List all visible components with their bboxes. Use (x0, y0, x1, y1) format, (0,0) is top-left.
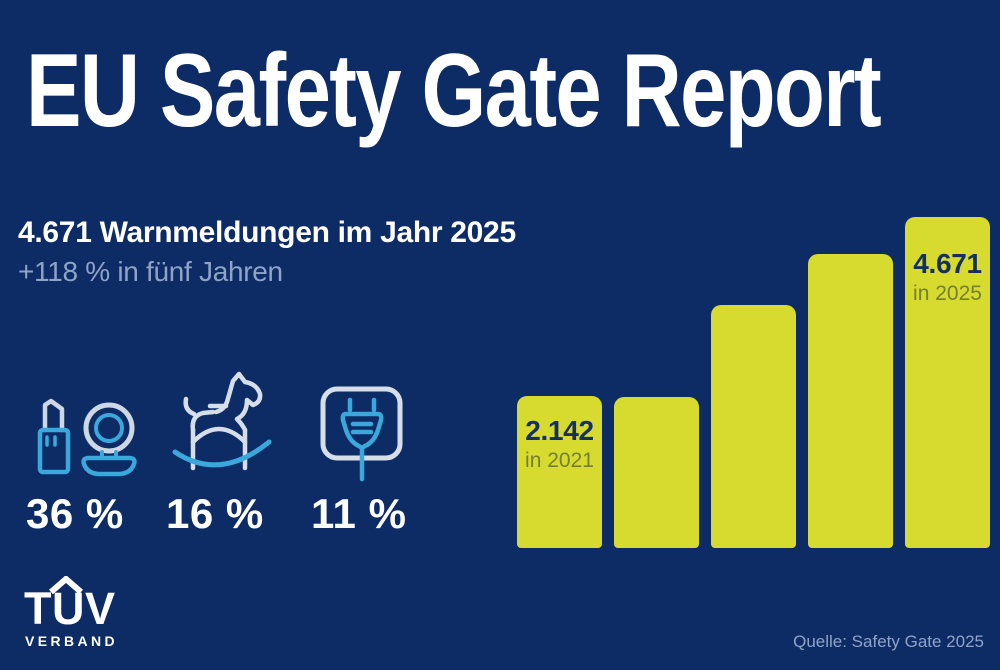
stat-value-cosmetics: 36 % (26, 490, 124, 537)
rocking-horse-icon (172, 371, 272, 471)
bar-2024 (808, 254, 893, 548)
page-title: EU Safety Gate Report (26, 33, 882, 149)
tuv-verband-logo: TUV VERBAND (24, 574, 144, 654)
bar-year-label: in 2021 (525, 448, 594, 472)
bar-year-label: in 2025 (913, 281, 982, 305)
source-note: Quelle: Safety Gate 2025 (793, 632, 984, 651)
bar-value-label: 4.671 (913, 248, 982, 279)
subtitle-growth: +118 % in fünf Jahren (18, 256, 283, 287)
logo-text: TUV (24, 583, 116, 634)
roof-icon (49, 576, 83, 594)
subtitle-alerts-count: 4.671 Warnmeldungen im Jahr 2025 (18, 216, 516, 249)
bar-2021: 2.142 in 2021 (517, 396, 602, 548)
logo-subtext: VERBAND (25, 633, 119, 649)
bar-2022 (614, 397, 699, 548)
bar-2025: 4.671 in 2025 (905, 217, 990, 548)
bar-chart: 2.142 in 2021 4.671 in 2025 (517, 208, 993, 548)
electric-plug-icon (320, 386, 403, 482)
cosmetics-icon (37, 398, 137, 477)
stat-value-toys: 16 % (166, 490, 264, 537)
bar-2023 (711, 305, 796, 548)
bar-value-label: 2.142 (525, 415, 594, 446)
stat-value-electronics: 11 % (311, 490, 407, 537)
